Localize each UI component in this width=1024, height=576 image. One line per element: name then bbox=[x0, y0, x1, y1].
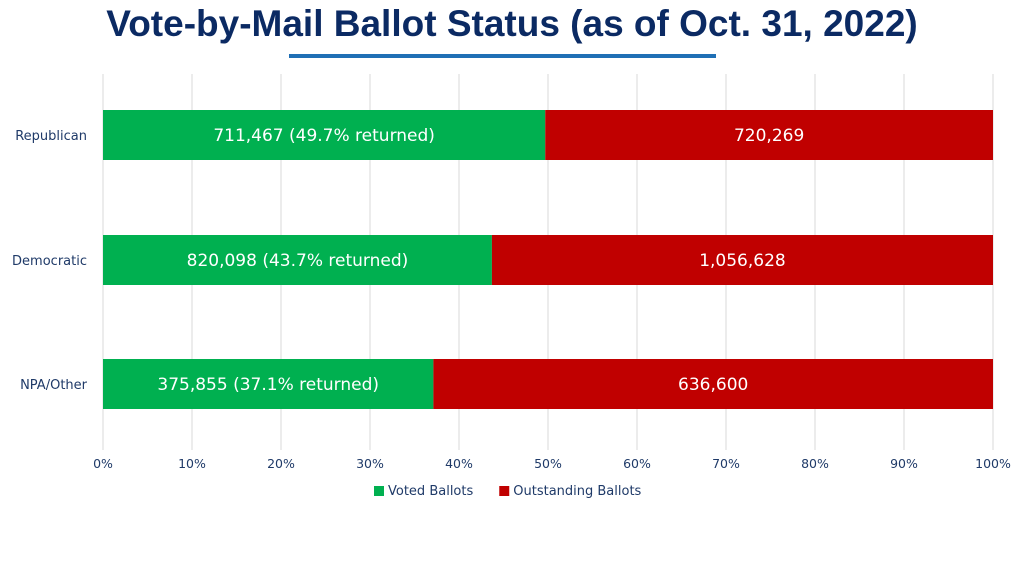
category-label: Democratic bbox=[12, 254, 87, 269]
bar-data-label: 1,056,628 bbox=[699, 251, 786, 271]
category-label: Republican bbox=[15, 129, 87, 144]
x-tick-label: 10% bbox=[178, 456, 206, 471]
x-tick-label: 60% bbox=[623, 456, 651, 471]
bar-outstanding bbox=[545, 110, 993, 160]
category-label: NPA/Other bbox=[20, 378, 88, 393]
x-tick-label: 100% bbox=[975, 456, 1011, 471]
chart-title: Vote-by-Mail Ballot Status (as of Oct. 3… bbox=[106, 3, 918, 44]
x-tick-label: 90% bbox=[890, 456, 918, 471]
bar-outstanding bbox=[491, 235, 993, 285]
title-underline bbox=[289, 54, 716, 58]
legend-swatch bbox=[499, 486, 510, 496]
legend-label: Voted Ballots bbox=[388, 484, 473, 499]
x-tick-label: 0% bbox=[93, 456, 113, 471]
bar-data-label: 720,269 bbox=[734, 126, 804, 146]
bar-voted bbox=[103, 359, 434, 409]
x-tick-label: 70% bbox=[712, 456, 740, 471]
bar-data-label: 820,098 (43.7% returned) bbox=[187, 251, 409, 271]
bars bbox=[103, 110, 993, 409]
bar-outstanding bbox=[433, 359, 993, 409]
bar-voted bbox=[103, 110, 546, 160]
x-tick-label: 20% bbox=[267, 456, 295, 471]
bar-data-label: 711,467 (49.7% returned) bbox=[213, 126, 435, 146]
legend-swatch bbox=[374, 486, 384, 496]
bar-voted bbox=[103, 235, 492, 285]
bar-data-label: 636,600 bbox=[678, 375, 748, 395]
x-tick-label: 40% bbox=[445, 456, 473, 471]
labels: 0% 10% 20% 30% 40% 50% 60% 70% 80% 90% 100% 711,467… bbox=[12, 126, 1011, 471]
legend-label: Outstanding Ballots bbox=[513, 484, 641, 499]
legend: Voted Ballots Outstanding Ballots bbox=[374, 484, 642, 499]
x-tick-label: 50% bbox=[534, 456, 562, 471]
x-tick-label: 30% bbox=[356, 456, 384, 471]
x-tick-label: 80% bbox=[801, 456, 829, 471]
bar-data-label: 375,855 (37.1% returned) bbox=[157, 375, 379, 395]
